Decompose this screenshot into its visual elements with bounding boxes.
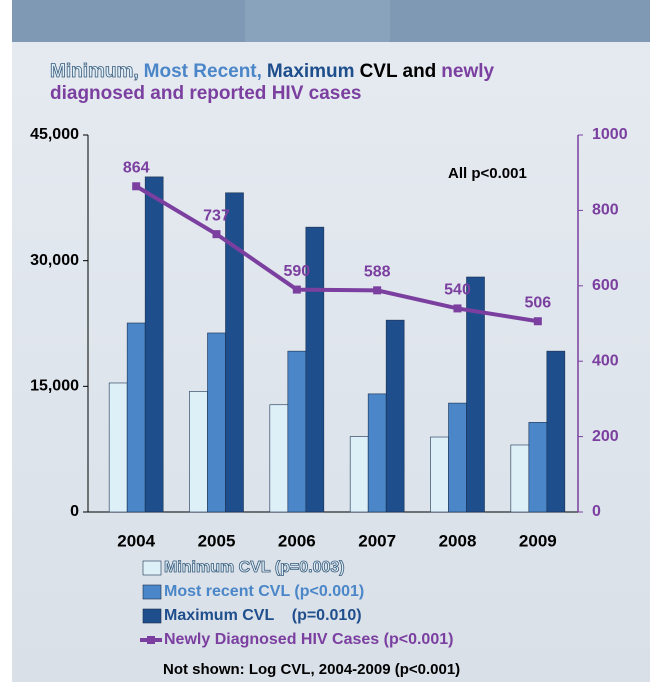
title: Minimum, Most Recent, Maximum CVL and newly xyxy=(50,61,495,82)
legend-swatch xyxy=(142,608,162,624)
line-point xyxy=(453,304,462,313)
legend-label: Maximum CVL (p=0.010) xyxy=(164,607,362,624)
bar xyxy=(287,350,307,513)
line-point xyxy=(132,182,141,191)
data-label: 506 xyxy=(524,294,551,311)
title-part: CVL and xyxy=(360,61,437,82)
legend-swatch xyxy=(142,560,162,576)
x-tick-label: 2006 xyxy=(278,531,316,550)
bar xyxy=(349,436,369,513)
y2-tick-label: 600 xyxy=(592,277,619,294)
data-label: 540 xyxy=(444,282,471,299)
line-point xyxy=(212,230,221,239)
y-tick-label: 30,000 xyxy=(30,252,79,269)
y-tick-label: 15,000 xyxy=(30,378,79,395)
annotation: All p<0.001 xyxy=(448,165,527,182)
bar xyxy=(448,402,467,513)
bar xyxy=(430,436,449,513)
title-part: Maximum xyxy=(267,61,355,82)
data-label: 588 xyxy=(364,264,391,281)
line xyxy=(135,184,539,324)
banner-segment xyxy=(245,0,390,42)
bar xyxy=(207,332,226,513)
title-part: Minimum, xyxy=(50,61,139,82)
y2-tick-label: 1000 xyxy=(592,126,628,143)
y2-tick-label: 800 xyxy=(592,202,619,219)
bar xyxy=(466,276,485,513)
bar xyxy=(108,382,128,513)
y-tick-label: 45,000 xyxy=(30,126,79,143)
y2-tick-label: 0 xyxy=(592,503,601,520)
legend-label: Most recent CVL (p<0.001) xyxy=(164,583,364,600)
title-part: diagnosed and reported HIV cases xyxy=(50,83,361,104)
line-point xyxy=(292,285,301,294)
y-tick-label: 0 xyxy=(70,503,79,520)
x-tick-label: 2009 xyxy=(519,531,557,550)
x-tick-label: 2008 xyxy=(439,531,477,550)
y2-tick-label: 400 xyxy=(592,352,619,369)
title: diagnosed and reported HIV cases xyxy=(50,83,361,104)
line-point xyxy=(373,286,382,295)
bar xyxy=(144,176,164,513)
bar xyxy=(305,226,325,513)
bar xyxy=(189,391,208,513)
data-label: 864 xyxy=(123,159,150,176)
legend-label: Minimum CVL (p=0.003) xyxy=(164,559,345,576)
bar xyxy=(126,322,146,513)
bar xyxy=(546,350,566,513)
data-label: 590 xyxy=(283,263,310,280)
x-tick-label: 2004 xyxy=(117,531,155,550)
data-label: 737 xyxy=(203,207,230,224)
bar xyxy=(510,444,530,513)
x-tick-label: 2007 xyxy=(358,531,396,550)
bar xyxy=(269,404,289,513)
line-point xyxy=(533,317,542,326)
panel xyxy=(12,0,650,682)
bar xyxy=(367,393,387,513)
title-part: newly xyxy=(441,61,494,82)
legend-label: Newly Diagnosed HIV Cases (p<0.001) xyxy=(164,631,453,648)
y2-tick-label: 200 xyxy=(592,428,619,445)
bar xyxy=(385,319,405,513)
legend-swatch xyxy=(142,584,162,600)
title-part: Most Recent, xyxy=(144,61,262,82)
bar xyxy=(528,422,548,513)
legend-swatch xyxy=(147,636,155,644)
footnote: Not shown: Log CVL, 2004-2009 (p<0.001) xyxy=(163,661,460,678)
x-tick-label: 2005 xyxy=(198,531,236,550)
bar xyxy=(225,192,244,513)
